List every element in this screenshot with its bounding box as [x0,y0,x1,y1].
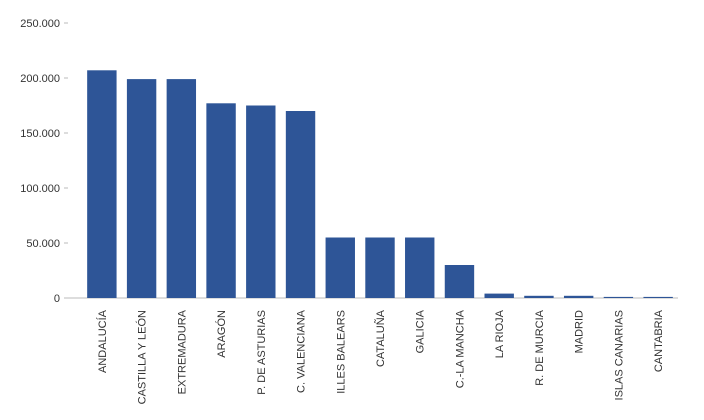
x-tick-label: GALICIA [415,309,427,353]
y-tick-label: 150.000 [20,128,60,140]
x-tick-label: ARAGÓN [215,310,228,358]
x-tick-label: MADRID [574,310,586,353]
bar [87,70,117,298]
y-tick-label: 50.000 [26,238,60,250]
bar [643,296,673,298]
x-tick-label: C.-LA MANCHA [454,309,466,388]
x-tick-label: LA RIOJA [494,309,506,358]
x-tick-label: CATALUÑA [374,309,387,367]
x-tick-label: C. VALENCIANA [296,309,308,393]
bar [126,79,157,298]
bar [603,296,634,298]
bar [405,237,435,298]
bar [206,103,236,298]
bar [444,265,475,298]
bar [563,295,594,298]
y-tick-label: 0 [54,293,60,305]
y-tick-label: 200.000 [20,73,60,85]
bar [365,237,395,298]
y-tick-label: 100.000 [20,183,60,195]
bar [484,293,514,298]
x-tick-label: ANDALUCÍA [96,309,109,373]
x-tick-label: ILLES BALEARS [335,310,347,394]
x-tick-label: ISLAS CANARIAS [613,310,625,400]
x-tick-label: EXTREMADURA [176,309,188,394]
bar [524,295,554,298]
bar [325,237,355,298]
bar [285,111,316,298]
y-tick-label: 250.000 [20,18,60,30]
x-tick-label: CANTABRIA [653,309,665,372]
x-tick-label: P. DE ASTURIAS [256,310,268,395]
bar [246,105,276,298]
bar [166,79,197,298]
x-tick-label: CASTILLA Y LEÓN [136,310,149,404]
x-tick-label: R. DE MURCIA [534,309,546,385]
